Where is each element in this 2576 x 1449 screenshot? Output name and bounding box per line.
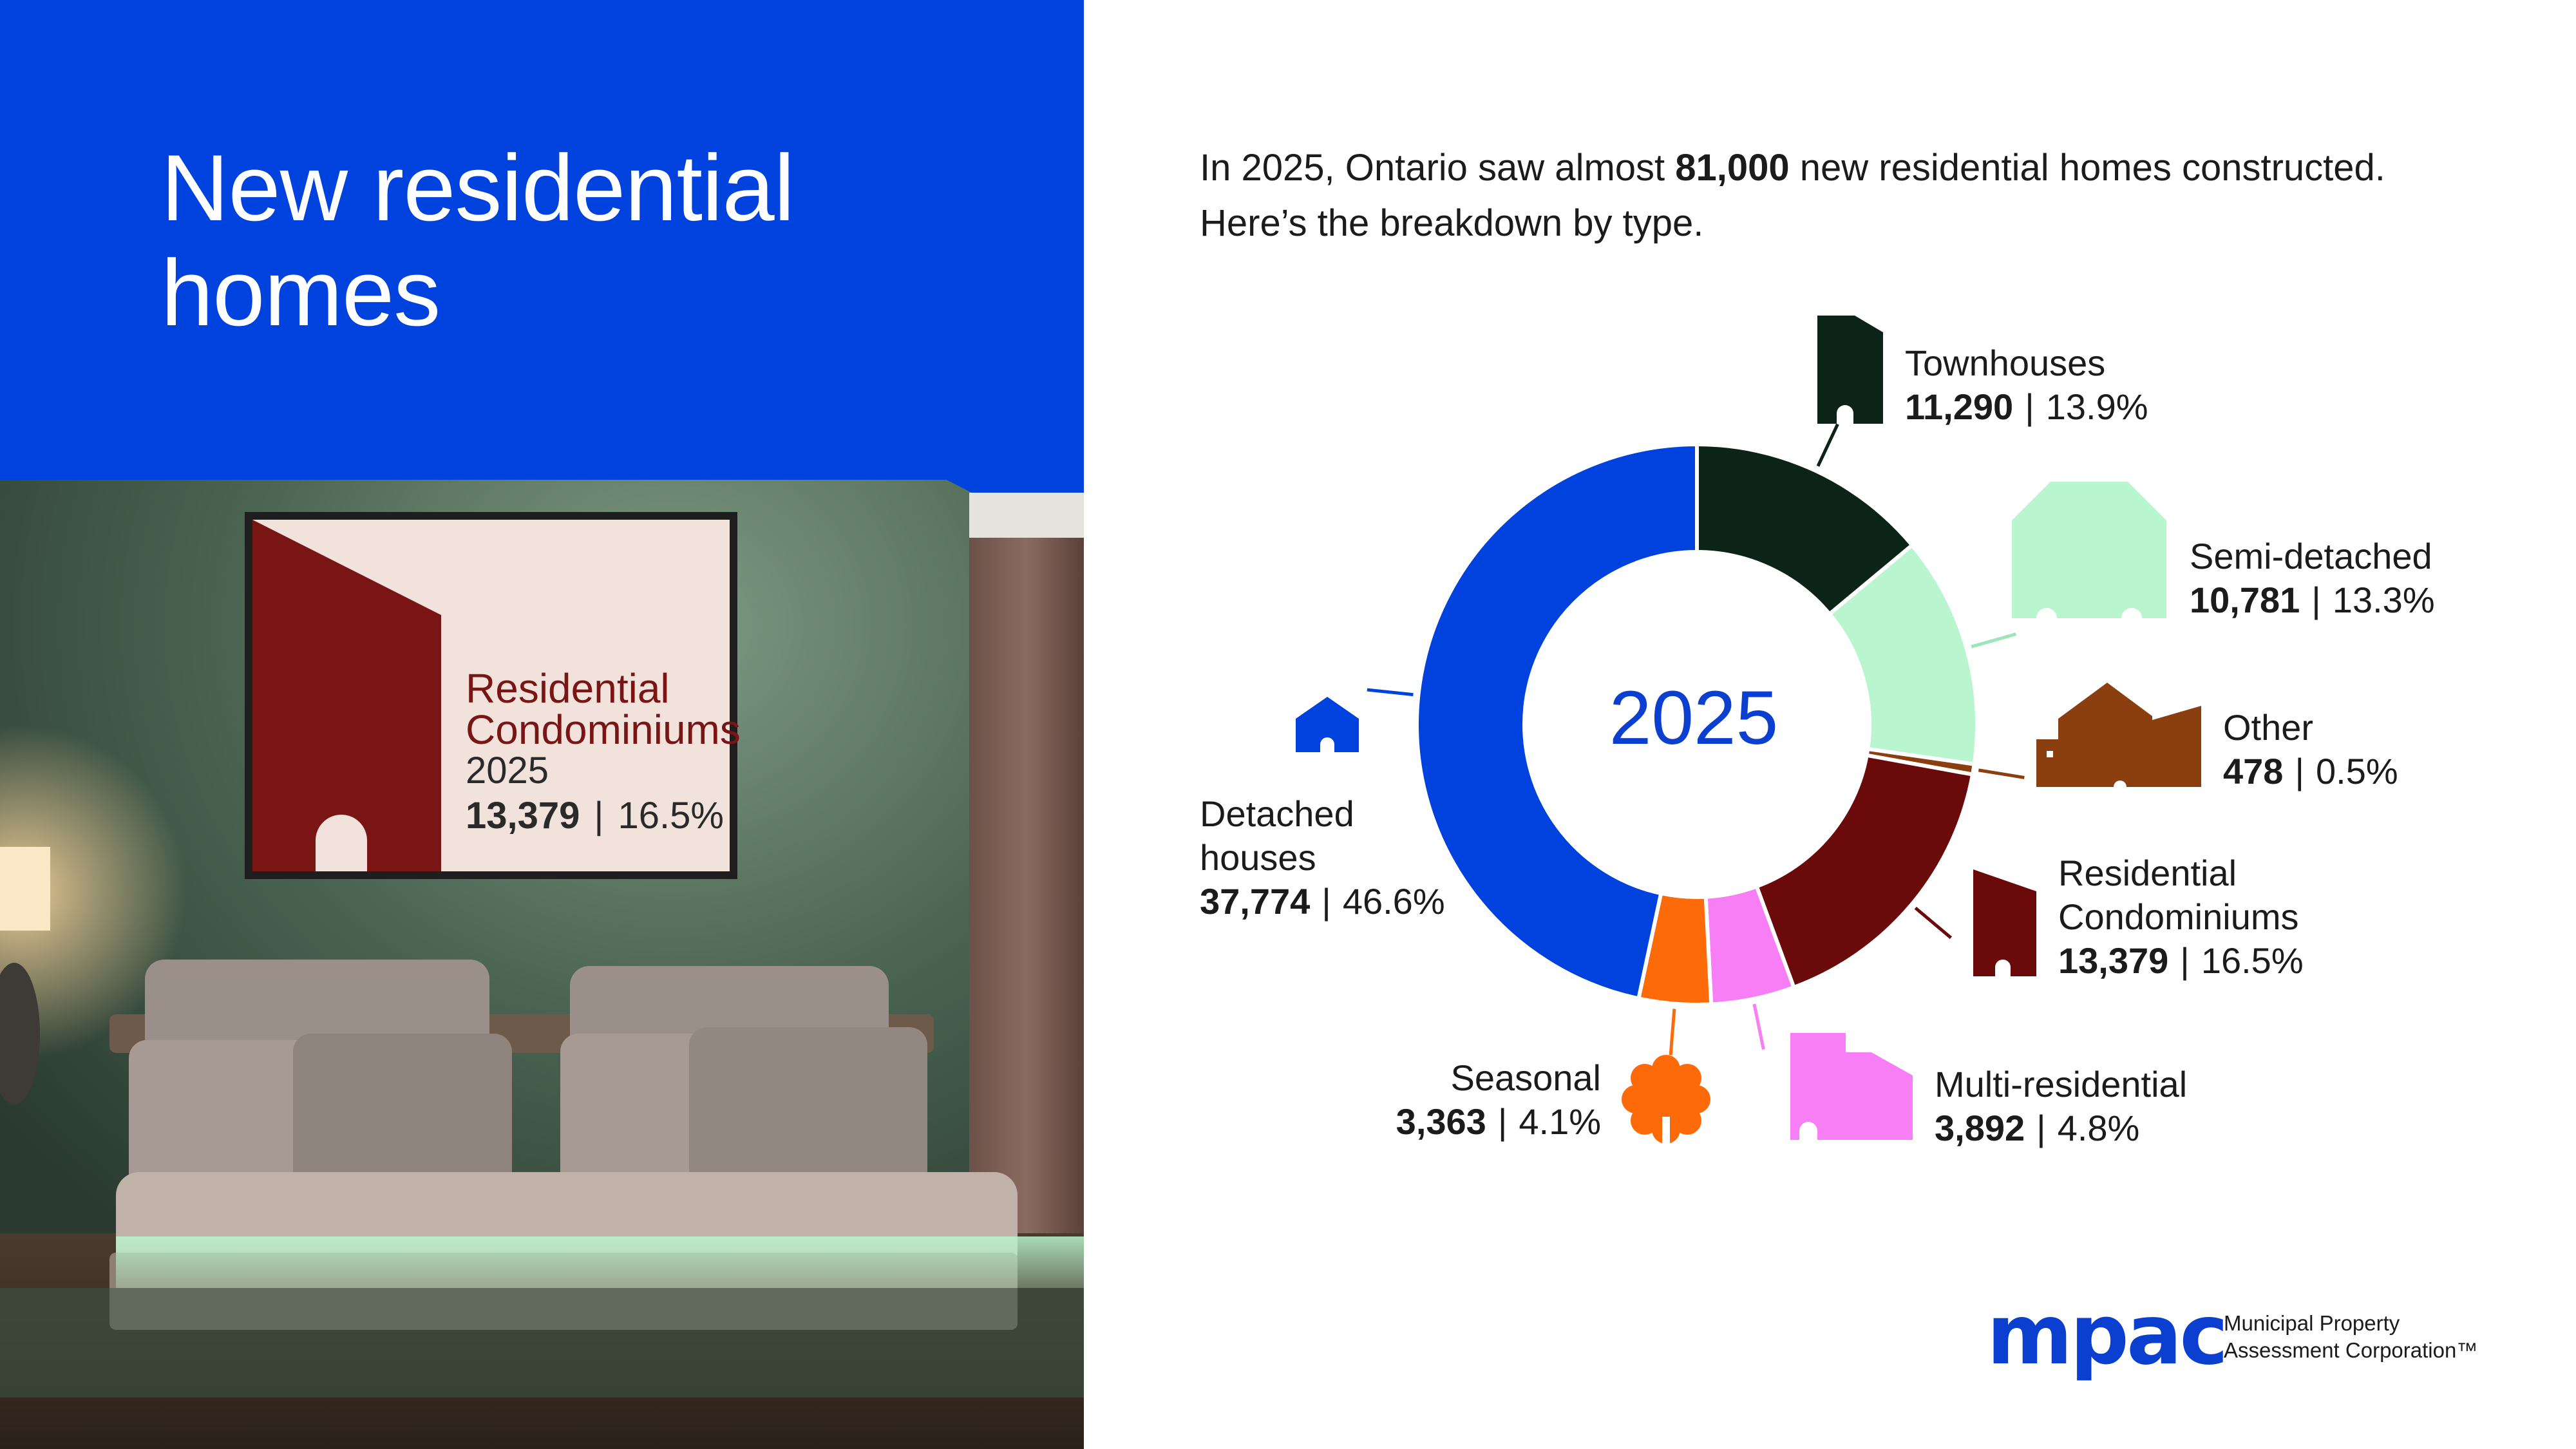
label-seasonal-name: Seasonal — [1450, 1057, 1601, 1098]
intro-suffix: new residential homes constructed. — [1789, 147, 2385, 189]
label-semi-detached-value: 10,781 — [2190, 580, 2300, 620]
leader-line-townhouses — [1816, 423, 1839, 467]
label-detached-name: Detached houses — [1200, 793, 1354, 878]
intro-prefix: In 2025, Ontario saw almost — [1200, 147, 1676, 189]
label-multi-residential-name: Multi-residential — [1935, 1064, 2188, 1104]
intro-line-2: Here’s the breakdown by type. — [1200, 202, 1704, 244]
label-condominiums-value: 13,379 — [2058, 940, 2169, 981]
detached-house-icon — [1296, 697, 1359, 752]
frame-value-number: 13,379 — [466, 795, 580, 837]
label-other-percent: 0.5% — [2315, 751, 2398, 791]
label-detached-value: 37,774 — [1200, 881, 1311, 922]
leader-line-detached-houses — [1367, 688, 1414, 697]
label-detached-houses: Detached houses 37,774 | 46.6% — [1200, 793, 1445, 922]
label-townhouses-name: Townhouses — [1905, 343, 2106, 383]
label-other-name: Other — [2223, 707, 2314, 748]
label-condominiums-name: Residential Condominiums — [2058, 853, 2299, 937]
condominium-icon — [1973, 869, 2036, 976]
donut-slice-detached-houses — [1415, 442, 1699, 1001]
intro-text: In 2025, Ontario saw almost 81,000 new r… — [1200, 140, 2488, 251]
leader-line-other — [1978, 768, 2025, 779]
donut-slice-residential-condominiums — [1754, 753, 1975, 990]
label-semi-detached-percent: 13.3% — [2332, 580, 2435, 620]
leader-line-seasonal — [1669, 1009, 1676, 1056]
title-banner — [0, 0, 1084, 480]
label-townhouses-percent: 13.9% — [2045, 386, 2148, 427]
logo-text: Municipal Property Assessment Corporatio… — [2224, 1311, 2478, 1362]
intro-highlight: 81,000 — [1675, 147, 1790, 189]
multi-residential-icon — [1790, 1033, 1913, 1140]
label-semi-detached: Semi-detached 10,781 | 13.3% — [2190, 536, 2435, 620]
label-multi-residential: Multi-residential 3,892 | 4.8% — [1935, 1064, 2188, 1148]
label-residential-condominiums: Residential Condominiums 13,379 | 16.5% — [2058, 853, 2304, 981]
leader-line-residential-condominiums — [1914, 906, 1953, 940]
logo-wordmark: mpac — [1987, 1287, 2228, 1383]
frame-value-percent: 16.5% — [618, 795, 724, 837]
label-condominiums-percent: 16.5% — [2201, 940, 2304, 981]
label-other-value: 478 — [2223, 751, 2284, 791]
donut-center-year: 2025 — [1609, 676, 1779, 761]
living-room-illustration — [0, 480, 1084, 1449]
frame-label-value: 13,379 | 16.5% — [466, 795, 724, 837]
label-other: Other 478 | 0.5% — [2223, 707, 2398, 791]
frame-label-year: 2025 — [466, 750, 549, 791]
label-seasonal-value: 3,363 — [1396, 1101, 1486, 1142]
left-panel: Residential Condominiums 2025 13,379 | 16.… — [0, 0, 1084, 1449]
label-seasonal-percent: 4.1% — [1519, 1101, 1601, 1142]
living-room-photo: Residential Condominiums 2025 13,379 | 16.… — [0, 480, 1084, 1449]
seasonal-icon — [1622, 1055, 1710, 1144]
label-detached-percent: 46.6% — [1342, 881, 1445, 922]
semi-detached-icon — [2012, 482, 2166, 618]
label-semi-detached-name: Semi-detached — [2190, 536, 2432, 576]
frame-label-title: Residential Condominiums — [466, 665, 741, 753]
townhouse-icon — [1817, 316, 1883, 424]
label-multi-residential-value: 3,892 — [1935, 1108, 2025, 1148]
leader-line-semi-detached — [1971, 632, 2017, 649]
label-multi-residential-percent: 4.8% — [2057, 1108, 2140, 1148]
other-building-icon — [2036, 683, 2201, 787]
label-seasonal: Seasonal 3,363 | 4.1% — [1352, 1056, 1601, 1144]
page-title: New residential homes — [161, 135, 795, 345]
label-townhouses-value: 11,290 — [1905, 386, 2014, 427]
leader-line-multi-residential — [1752, 1003, 1765, 1050]
label-townhouses: Townhouses 11,290 | 13.9% — [1905, 343, 2148, 427]
